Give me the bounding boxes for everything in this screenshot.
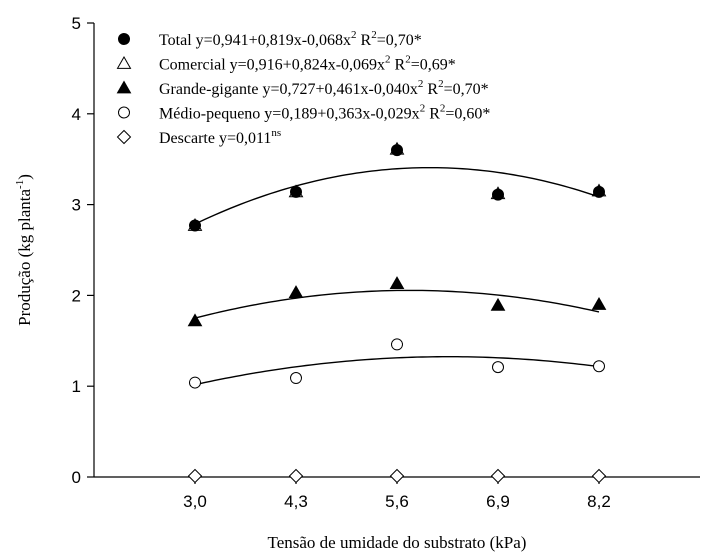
legend-label-total: Total y=0,941+0,819x-0,068x2​ R2​=0,70* (159, 29, 422, 49)
legend-label-part: R (391, 57, 406, 74)
y-tick-label: 1 (72, 377, 81, 396)
legend-label-sup: 2 (438, 78, 444, 90)
legend-label-part: Comercial y=0,916+0,824x-0,069x (159, 57, 385, 74)
x-tick-label: 4,3 (284, 492, 308, 511)
data-point-medio-pequeno (189, 376, 201, 389)
x-tick-label: 3,0 (183, 492, 207, 511)
legend-label-medio-pequeno: Médio-pequeno y=0,189+0,363x-0,029x2​ R2… (159, 103, 490, 123)
y-tick-label: 3 (72, 196, 81, 215)
data-point-comercial (288, 184, 304, 198)
data-markers (187, 141, 607, 484)
y-axis-title-close: ) (15, 174, 34, 180)
data-point-grande-gigante (490, 297, 506, 311)
x-tick-label: 8,2 (587, 492, 611, 511)
fit-curve-grande-gigante (194, 289, 600, 319)
legend-label-sup: 2 (371, 29, 377, 41)
y-tick-label: 2 (72, 286, 81, 305)
data-point-grande-gigante (389, 276, 405, 289)
data-point-comercial (187, 217, 203, 231)
legend-label-part: Grande-gigante y=0,727+0,461x-0,040x (159, 81, 418, 98)
legend-label-grande-gigante: Grande-gigante y=0,727+0,461x-0,040x2​ R… (159, 78, 489, 98)
y-tick-label: 4 (72, 105, 81, 124)
data-point-comercial (591, 183, 607, 197)
legend-symbol-total (118, 33, 130, 45)
y-tick-label: 5 (72, 14, 81, 33)
legend-label-part: =0,70* (444, 81, 489, 98)
legend-label-comercial: Comercial y=0,916+0,824x-0,069x2​ R2​=0,… (159, 54, 456, 74)
legend-label-part: =0,69* (411, 57, 456, 74)
y-tick-label: 0 (72, 468, 81, 487)
data-point-descarte (288, 468, 304, 484)
legend-label-sup: 2 (405, 54, 411, 66)
legend-symbol-descarte (116, 129, 132, 145)
legend-label-sup: 2 (418, 78, 424, 90)
legend-symbol-medio-pequeno (118, 106, 130, 119)
legend-label-descarte: Descarte y=0,011ns​ (159, 127, 281, 147)
x-tick-label: 5,6 (385, 492, 409, 511)
data-point-medio-pequeno (391, 338, 403, 351)
legend-label-part: =0,60* (445, 106, 490, 123)
legend-label-part: =0,70* (377, 32, 422, 49)
data-point-grande-gigante (591, 296, 607, 310)
x-tick-label: 6,9 (486, 492, 510, 511)
legend-label-sup: ns (271, 127, 281, 139)
legend-label-sup: 2 (440, 103, 446, 115)
legend-label-part: Descarte y=0,011 (159, 130, 271, 147)
data-point-grande-gigante (187, 313, 203, 327)
y-axis-title-sup: -1 (14, 180, 26, 189)
legend-label-part: R (357, 32, 372, 49)
fit-curve-total (194, 166, 600, 225)
legend-label-part: R (423, 81, 438, 98)
legend-symbol-grande-gigante (116, 80, 132, 94)
y-axis-title-main: Produção (kg planta (15, 189, 34, 326)
legend-label-part: Total y=0,941+0,819x-0,068x (159, 32, 351, 49)
data-point-descarte (389, 468, 405, 484)
data-point-comercial (389, 141, 405, 155)
data-point-medio-pequeno (593, 360, 605, 373)
fit-curve-medio-pequeno (194, 356, 600, 386)
legend-label-sup: 2 (420, 103, 426, 115)
data-point-medio-pequeno (492, 361, 504, 374)
data-point-medio-pequeno (290, 372, 302, 385)
legend-label-part: Médio-pequeno y=0,189+0,363x-0,029x (159, 106, 420, 123)
legend-label-sup: 2 (351, 29, 357, 41)
legend-symbol-comercial (116, 55, 132, 69)
data-point-comercial (490, 186, 506, 200)
data-point-descarte (187, 468, 203, 484)
legend-label-part: R (425, 106, 440, 123)
data-point-descarte (490, 468, 506, 484)
x-axis-title: Tensão de umidade do substrato (kPa) (268, 533, 527, 552)
legend-label-sup: 2 (385, 54, 391, 66)
fit-curves (194, 166, 600, 386)
legend: Total y=0,941+0,819x-0,068x2​ R2​=0,70* C… (116, 29, 490, 147)
data-point-descarte (591, 468, 607, 484)
data-point-grande-gigante (288, 285, 304, 299)
y-axis-title: Produção (kg planta-1) (14, 174, 34, 326)
